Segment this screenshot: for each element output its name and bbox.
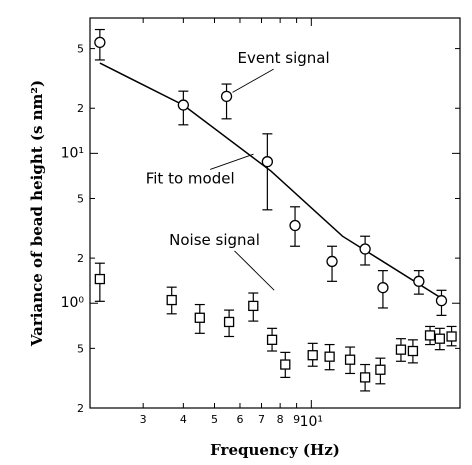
annotation-leader <box>232 68 274 93</box>
y-tick-label: 10⁰ <box>61 295 85 311</box>
data-point-square <box>359 372 371 383</box>
data-point-circle <box>359 243 371 255</box>
y-tick-label: 2 <box>77 402 84 415</box>
data-point-square <box>395 344 407 355</box>
y-tick-label: 2 <box>77 102 84 115</box>
data-point-square <box>424 330 436 341</box>
annotation-label: Fit to model <box>146 169 235 187</box>
series-square <box>94 262 457 392</box>
x-tick-label: 5 <box>211 413 218 426</box>
y-tick-label: 5 <box>77 192 84 205</box>
x-tick-label: 4 <box>180 413 187 426</box>
fit-line-group <box>99 62 442 299</box>
data-point-square <box>266 334 278 345</box>
y-tick-label: 10¹ <box>61 145 84 161</box>
data-point-circle <box>261 156 274 168</box>
y-tick-label: 5 <box>77 342 84 355</box>
x-tick-label: 6 <box>236 413 243 426</box>
plot-frame <box>89 17 461 409</box>
data-point-square <box>280 359 291 370</box>
data-point-square <box>375 364 386 375</box>
data-point-circle <box>435 295 448 307</box>
data-point-square <box>344 354 356 365</box>
data-point-square <box>307 350 318 361</box>
data-point-square <box>324 351 335 362</box>
data-point-square <box>407 345 419 357</box>
x-tick-label: 8 <box>277 413 284 426</box>
x-tick-label: 9 <box>293 413 300 426</box>
data-point-square <box>446 331 457 342</box>
data-point-circle <box>94 36 106 49</box>
data-point-square <box>223 316 235 328</box>
series-circle <box>94 28 448 316</box>
data-point-square <box>248 300 259 312</box>
data-point-square <box>166 294 177 306</box>
data-point-circle <box>220 90 233 103</box>
data-point-square <box>194 312 205 323</box>
y-axis-label: Variance of bead height (s nm²) <box>28 80 46 347</box>
x-tick-label: 7 <box>258 413 265 426</box>
data-point-square <box>434 333 445 344</box>
annotation-label: Event signal <box>238 49 330 67</box>
data-point-circle <box>289 219 301 232</box>
data-point-circle <box>413 275 425 287</box>
annotation-leader <box>234 250 275 291</box>
y-tick-label: 5 <box>77 43 84 56</box>
x-tick-label: 10¹ <box>300 414 323 430</box>
data-point-square <box>94 273 106 285</box>
annotations-group: Event signal Fit to model Noise signal <box>146 49 330 291</box>
x-tick-label: 3 <box>140 413 147 426</box>
annotation-leader <box>210 153 254 170</box>
y-tick-label: 2 <box>77 252 84 265</box>
data-point-circle <box>326 255 338 268</box>
data-series-group <box>94 28 457 392</box>
fit-line <box>99 62 442 299</box>
data-point-circle <box>177 99 190 111</box>
annotation-label: Noise signal <box>169 231 260 249</box>
data-point-circle <box>377 282 389 294</box>
x-axis-label: Frequency (Hz) <box>210 441 340 459</box>
